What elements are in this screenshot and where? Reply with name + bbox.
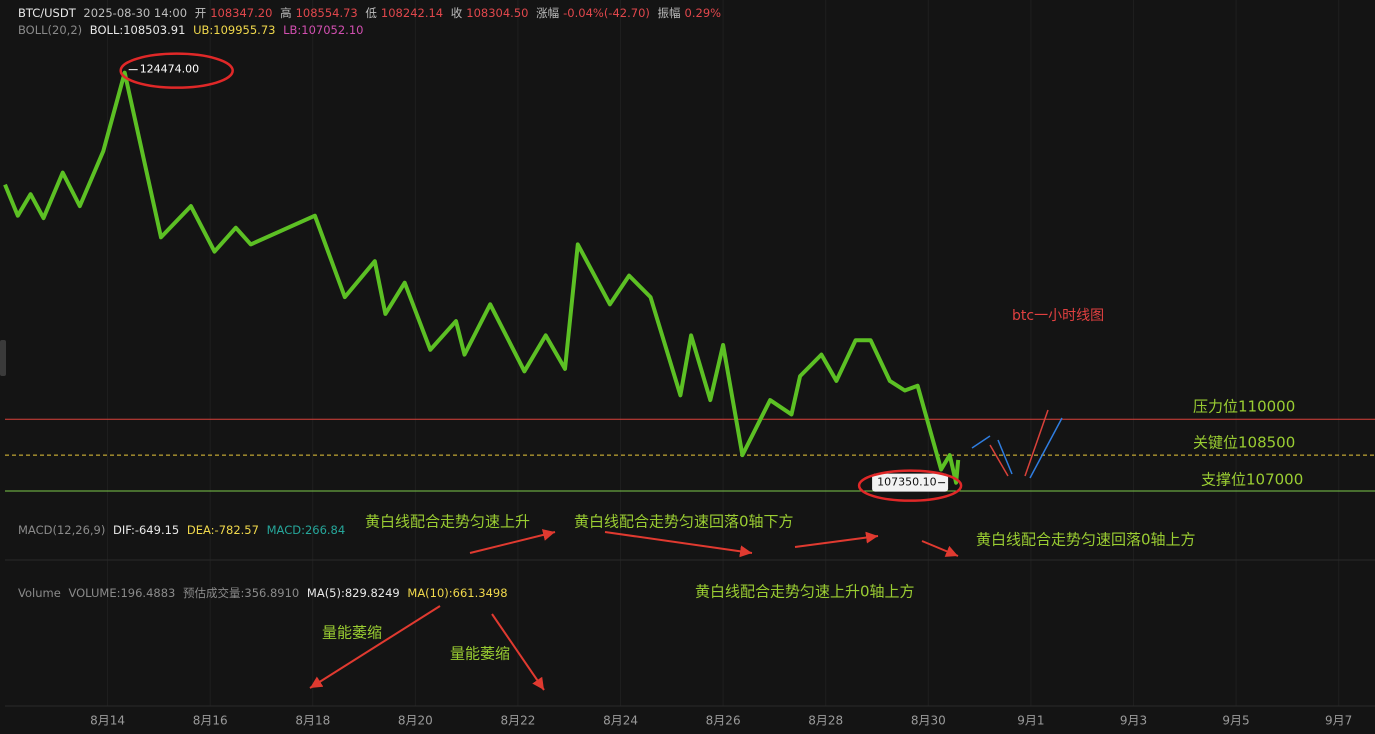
- grid: 8月14 8月16 8月18 8月20 8月22 8月24 8月26 8月28 8月30 9月1 9…: [90, 0, 1352, 728]
- price-line: [3, 70, 961, 485]
- label: 高: [280, 6, 292, 20]
- value: MA(10):661.3498: [407, 586, 508, 600]
- x-tick-label: 8月16: [193, 714, 228, 728]
- value: DEA:-782.57: [186, 523, 259, 537]
- annotation: 黄白线配合走势匀速回落0轴上方: [976, 531, 1196, 549]
- level-label: 支撑位107000: [1201, 471, 1303, 489]
- value: MACD:266.84: [266, 523, 346, 537]
- x-tick-label: 8月18: [295, 714, 330, 728]
- value: 108554.73: [295, 6, 358, 20]
- annotation: 黄白线配合走势匀速上升: [365, 513, 530, 531]
- annotation: 量能萎缩: [450, 645, 510, 663]
- indicator: MACD(12,26,9): [18, 523, 106, 537]
- x-tick-label: 8月30: [911, 714, 946, 728]
- indicator: Volume: [18, 586, 61, 600]
- value: DIF:-649.15: [113, 523, 180, 537]
- x-tick-label: 8月26: [706, 714, 741, 728]
- value: LB:107052.10: [283, 23, 364, 37]
- annotation: 量能萎缩: [322, 624, 382, 642]
- value: VOLUME:196.4883: [68, 586, 176, 600]
- annotation: btc一小时线图: [1012, 308, 1104, 324]
- symbol: BTC/USDT: [18, 6, 76, 20]
- price-header: BTC/USDT 2025-08-30 14:00 开 108347.20 高 10…: [18, 5, 725, 21]
- label: 收: [450, 6, 463, 20]
- value: 108242.14: [380, 6, 444, 20]
- value: 预估成交量:356.8910: [183, 586, 300, 600]
- plot: 124474.00 107350.10: [3, 52, 963, 502]
- annotation: 黄白线配合走势匀速上升0轴上方: [695, 583, 915, 601]
- x-tick-label: 8月28: [808, 714, 843, 728]
- x-tick-label: 9月1: [1017, 714, 1044, 728]
- arrows: [309, 529, 959, 691]
- boll-header: BOLL(20,2) BOLL:108503.91 UB:109955.73 L…: [18, 23, 367, 37]
- extreme-marker: [857, 469, 963, 502]
- value: 0.29%: [684, 6, 722, 20]
- macd-header: MACD(12,26,9) DIF:-649.15 DEA:-782.57 MA…: [18, 523, 349, 537]
- extreme-label: 107350.10: [877, 476, 937, 489]
- extreme-marker: [119, 52, 234, 89]
- levels: 压力位110000 关键位108500 支撑位107000: [5, 398, 1375, 492]
- value: 108304.50: [466, 6, 529, 20]
- label: 振幅: [657, 6, 681, 20]
- value: UB:109955.73: [193, 23, 276, 37]
- level-label: 关键位108500: [1193, 434, 1295, 452]
- x-tick-label: 9月7: [1325, 714, 1352, 728]
- label: 开: [194, 6, 207, 20]
- side-tab: [0, 340, 6, 376]
- label: 涨幅: [536, 6, 560, 20]
- x-tick-label: 8月24: [603, 714, 638, 728]
- x-tick-label: 9月5: [1222, 714, 1249, 728]
- x-tick-label: 8月22: [500, 714, 535, 728]
- value: MA(5):829.8249: [306, 586, 400, 600]
- x-tick-label: 8月14: [90, 714, 125, 728]
- x-tick-label: 9月3: [1120, 714, 1147, 728]
- annotation: 黄白线配合走势匀速回落0轴下方: [574, 513, 794, 531]
- label: 低: [365, 6, 377, 20]
- label-box: [872, 473, 949, 492]
- projection-lines: [971, 409, 1063, 479]
- time: 2025-08-30 14:00: [83, 6, 188, 20]
- value: -0.04%(-42.70): [563, 6, 650, 20]
- extreme-label: 124474.00: [140, 63, 200, 76]
- indicator: BOLL(20,2): [18, 23, 83, 37]
- volume-header: Volume VOLUME:196.4883 预估成交量:356.8910 MA…: [18, 585, 512, 601]
- value: 108347.20: [210, 6, 273, 20]
- x-tick-label: 8月20: [398, 714, 433, 728]
- level-label: 压力位110000: [1193, 398, 1295, 416]
- value: BOLL:108503.91: [89, 23, 186, 37]
